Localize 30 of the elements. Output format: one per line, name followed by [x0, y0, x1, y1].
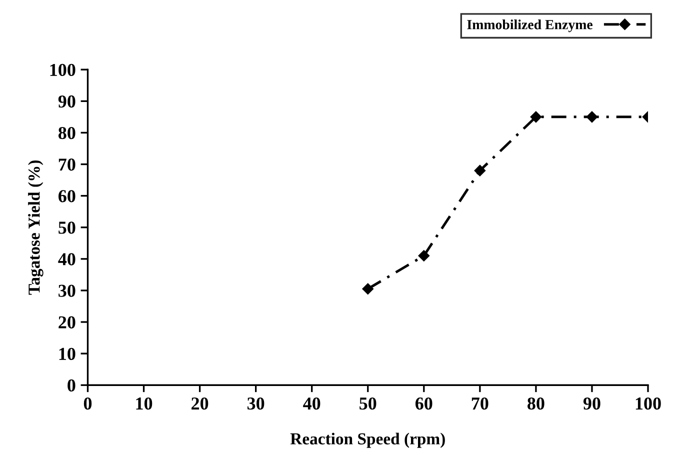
y-tick-label: 20 — [58, 316, 76, 328]
y-tick-label: 40 — [58, 253, 76, 266]
y-tick-label: 10 — [59, 348, 76, 360]
x-tick-label: 50 — [360, 397, 376, 410]
x-tick-label: 60 — [415, 397, 432, 410]
point — [362, 283, 374, 294]
x-tick-label: 40 — [303, 397, 320, 410]
y-tick-label: 30 — [58, 284, 76, 297]
x-tick-label: 10 — [136, 397, 152, 410]
x-axis-title: Reaction Speed (rpm) — [290, 432, 445, 448]
point — [418, 250, 430, 262]
y-tick-label: 100 — [50, 64, 76, 76]
y-tick-label: 80 — [58, 126, 76, 140]
point — [530, 111, 542, 123]
x-tick-label: 70 — [472, 397, 488, 410]
x-tick-label: 0 — [84, 397, 92, 410]
x-tick-label: 90 — [583, 397, 600, 410]
y-tick-label: 70 — [58, 158, 76, 171]
x-tick-label: 100 — [636, 397, 661, 410]
y-tick-label: 50 — [58, 222, 76, 234]
x-tick-label: 80 — [528, 397, 544, 410]
y-tick-label: 0 — [68, 379, 76, 392]
point — [474, 164, 486, 176]
x-tick-label: 30 — [247, 397, 264, 410]
y-tick-label: 60 — [58, 190, 76, 202]
legend-label: Immobilized Enzyme — [467, 20, 592, 32]
y-tick-label: 90 — [58, 95, 76, 108]
x-tick-label: 20 — [192, 397, 208, 410]
y-axis-title: Tagatose Yield (%) — [28, 160, 44, 295]
point — [586, 111, 598, 123]
